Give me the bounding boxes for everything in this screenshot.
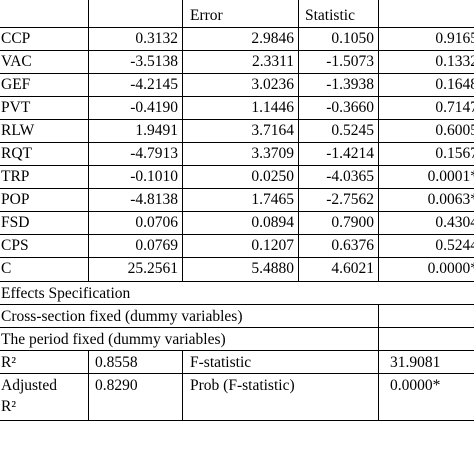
row-fsd-statistic: 0.7900 [331,214,374,231]
row-cps-prob: 0.5244 [435,237,474,254]
table-rule [0,234,474,235]
row-rqt-error: 3.3709 [251,145,294,162]
row-rlw-prob: 0.6005 [435,122,474,139]
row-cps-name: CPS [1,237,29,254]
table-rule [0,327,474,328]
row-rqt-name: RQT [1,145,32,162]
prob-f-statistic-label: Prob (F-statistic) [190,377,295,394]
adjusted-r-squared-label-line2: R² [1,398,16,415]
table-rule [0,420,474,421]
row-ccp-statistic: 0.1050 [331,30,374,47]
row-gef-name: GEF [1,76,31,93]
table-rule [0,188,474,189]
row-rqt-coef: -4.7913 [130,145,178,162]
row-trp-coef: -0.1010 [130,168,178,185]
row-vac-statistic: -1.5073 [326,53,374,70]
adjusted-r-squared-label-line1: Adjusted [1,377,57,394]
row-pop-error: 1.7465 [251,191,294,208]
r-squared-label: R² [1,354,16,371]
row-pvt-statistic: -0.3660 [326,99,374,116]
row-trp-name: TRP [1,168,30,185]
row-ccp-name: CCP [1,30,31,47]
row-ccp-coef: 0.3132 [135,30,178,47]
row-fsd-prob: 0.4304 [435,214,474,231]
row-gef-error: 3.0236 [251,76,294,93]
row-cps-statistic: 0.6376 [331,237,374,254]
cross-section-fixed-label: Cross-section fixed (dummy variables) [1,308,243,325]
row-ccp-prob: 0.9165 [435,30,474,47]
row-rqt-prob: 0.1567 [435,145,474,162]
table-rule [0,73,474,74]
row-trp-error: 0.0250 [251,168,294,185]
column-rule [88,0,89,282]
row-vac-coef: -3.5138 [130,53,178,70]
row-pop-statistic: -2.7562 [326,191,374,208]
f-statistic-label: F-statistic [190,354,252,371]
row-c-statistic: 4.6021 [331,260,374,277]
adjusted-r-squared-value: 0.8290 [95,377,138,394]
row-trp-statistic: -4.0365 [326,168,374,185]
header-std-error: Error [190,7,223,24]
row-gef-coef: -4.2145 [130,76,178,93]
row-gef-prob: 0.1648 [435,76,474,93]
column-rule [378,304,379,351]
row-cps-coef: 0.0769 [135,237,178,254]
effects-specification-heading: Effects Specification [1,285,131,302]
row-rlw-coef: 1.9491 [135,122,178,139]
row-vac-prob: 0.1332 [435,53,474,70]
row-ccp-error: 2.9846 [251,30,294,47]
row-pop-name: POP [1,191,30,208]
row-rlw-error: 3.7164 [251,122,294,139]
row-pop-coef: -4.8138 [130,191,178,208]
row-vac-error: 2.3311 [251,53,294,70]
column-rule [182,0,183,282]
table-rule [0,50,474,51]
header-t-statistic: Statistic [305,7,355,24]
row-trp-prob: 0.0001* [427,168,474,185]
table-rule [0,119,474,120]
row-fsd-coef: 0.0706 [135,214,178,231]
row-c-error: 5.4880 [251,260,294,277]
table-rule [0,373,474,374]
r-squared-value: 0.8558 [95,354,138,371]
table-rule [0,165,474,166]
column-rule [378,350,379,421]
row-c-coef: 25.2561 [127,260,178,277]
table-rule [0,96,474,97]
row-fsd-name: FSD [1,214,30,231]
prob-f-statistic-value: 0.0000* [390,377,441,394]
column-rule [378,0,379,282]
table-rule [0,257,474,258]
table-rule [0,211,474,212]
column-rule [182,350,183,421]
column-rule [298,0,299,282]
row-gef-statistic: -1.3938 [326,76,374,93]
row-c-name: C [1,260,12,277]
f-statistic-value: 31.9081 [390,354,441,371]
row-cps-error: 0.1207 [251,237,294,254]
table-rule [0,304,474,305]
period-fixed-label: The period fixed (dummy variables) [1,331,226,348]
row-pvt-prob: 0.7147 [435,99,474,116]
table-rule [0,142,474,143]
table-rule [0,350,474,351]
row-pvt-name: PVT [1,99,31,116]
row-rlw-name: RLW [1,122,35,139]
row-pvt-coef: -0.4190 [130,99,178,116]
row-vac-name: VAC [1,53,32,70]
row-pvt-error: 1.1446 [251,99,294,116]
table-rule [0,281,474,282]
column-rule [88,350,89,421]
row-c-prob: 0.0000* [427,260,474,277]
row-pop-prob: 0.0063* [427,191,474,208]
row-fsd-error: 0.0894 [251,214,294,231]
row-rlw-statistic: 0.5245 [331,122,374,139]
row-rqt-statistic: -1.4214 [326,145,374,162]
table-rule [0,27,474,28]
